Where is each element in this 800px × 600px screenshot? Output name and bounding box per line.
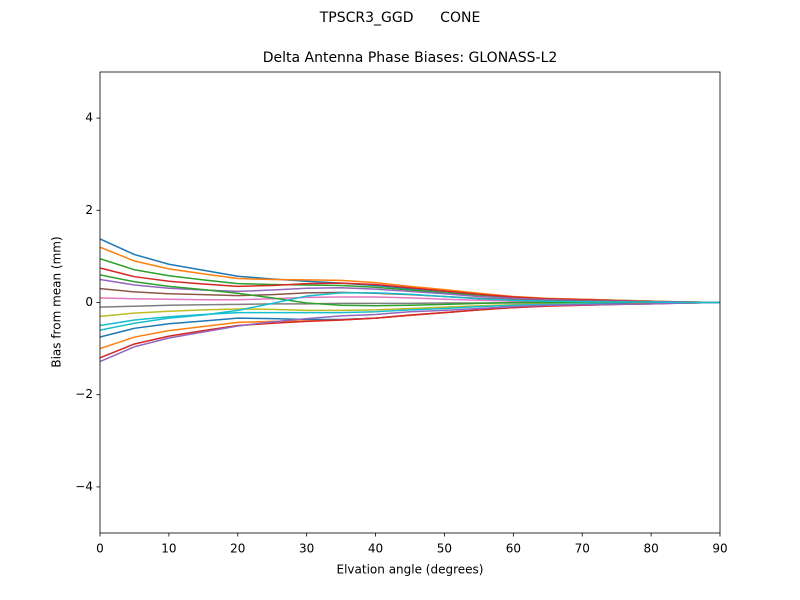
x-tick-label: 60 [506, 542, 521, 556]
chart-title: Delta Antenna Phase Biases: GLONASS-L2 [263, 50, 558, 66]
x-tick-label: 20 [230, 542, 245, 556]
suptitle: TPSCR3_GGD CONE [319, 10, 481, 26]
y-tick-label: −2 [75, 387, 93, 401]
x-tick-label: 50 [437, 542, 452, 556]
x-tick-label: 0 [96, 542, 104, 556]
y-tick-label: 4 [85, 111, 93, 125]
y-tick-label: 0 [85, 295, 93, 309]
y-axis-label: Bias from mean (mm) [50, 236, 64, 367]
series-line [100, 301, 720, 363]
plot-area [100, 238, 720, 363]
y-tick-label: 2 [85, 203, 93, 217]
series-line [100, 292, 720, 331]
x-tick-label: 40 [368, 542, 383, 556]
x-tick-label: 30 [299, 542, 314, 556]
y-tick-label: −4 [75, 479, 93, 493]
x-tick-label: 70 [575, 542, 590, 556]
x-tick-label: 10 [161, 542, 176, 556]
x-tick-label: 90 [712, 542, 727, 556]
x-axis-label: Elvation angle (degrees) [337, 563, 484, 577]
x-tick-label: 80 [643, 542, 658, 556]
